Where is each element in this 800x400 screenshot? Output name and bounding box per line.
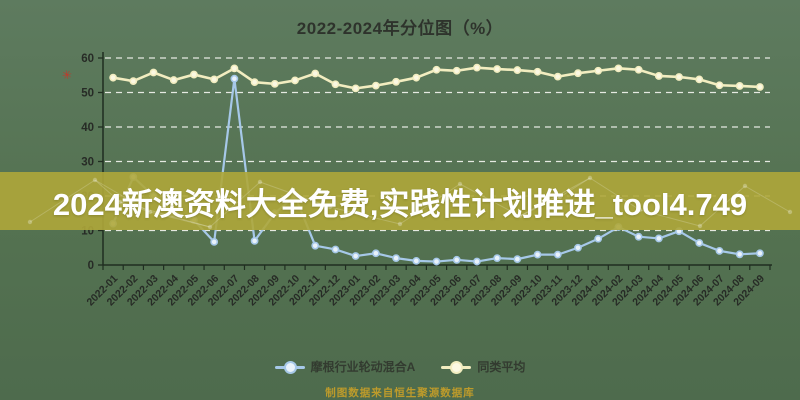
series-0-point-2022-06 — [210, 237, 219, 246]
series-1-point-2023-02 — [371, 81, 380, 90]
series-1-point-2024-01 — [594, 66, 603, 75]
series-1-point-2023-01 — [351, 84, 360, 93]
series-1-point-2024-03 — [634, 65, 643, 74]
series-1-point-2022-04 — [169, 76, 178, 84]
data-source-note: 制图数据来自恒生聚源数据库 — [325, 387, 475, 399]
chart-title: 2022-2024年分位图（%） — [296, 19, 504, 38]
series-0-point-2022-12 — [331, 245, 340, 254]
fund-line-dot — [283, 360, 297, 374]
series-0-point-2023-10 — [533, 250, 542, 259]
series-1-point-2024-04 — [654, 72, 663, 80]
series-1-point-2024-07 — [715, 81, 724, 90]
series-1-point-2022-01 — [109, 73, 118, 82]
series-0-point-2023-05 — [432, 257, 441, 266]
series-1-point-2022-11 — [311, 69, 320, 78]
series-1-point-2023-03 — [392, 77, 400, 86]
series-1-point-2022-10 — [291, 76, 299, 85]
series-1-point-2024-05 — [675, 73, 683, 81]
series-1-point-2023-04 — [412, 73, 421, 82]
series-0-point-2024-08 — [735, 250, 744, 259]
promo-banner-overlay[interactable]: 2024新澳资料大全免费,实践性计划推进_tool4.749 — [0, 172, 800, 230]
series-1-point-2023-09 — [513, 66, 522, 74]
series-1-point-2022-03 — [149, 68, 158, 77]
series-0-point-2022-08 — [250, 236, 259, 245]
series-1-point-2022-05 — [190, 70, 198, 79]
series-1-point-2022-06 — [210, 75, 219, 84]
series-0-point-2023-03 — [392, 254, 400, 262]
series-line-0 — [112, 77, 761, 263]
promo-banner-text: 2024新澳资料大全免费,实践性计划推进_tool4.749 — [52, 186, 748, 222]
y-tick-label: 60 — [81, 53, 94, 65]
series-0-point-2023-01 — [351, 252, 360, 260]
y-tick-label: 0 — [88, 260, 94, 272]
series-0-point-2023-11 — [553, 250, 562, 259]
series-0-point-2023-02 — [371, 249, 380, 258]
legend-item-fund[interactable]: 摩根行业轮动混合A — [274, 358, 416, 375]
series-1-point-2022-08 — [250, 78, 259, 87]
series-0-point-2023-06 — [452, 255, 461, 264]
series-1-point-2024-02 — [614, 64, 623, 73]
series-0-point-2022-07 — [230, 74, 239, 83]
series-1-point-2023-06 — [452, 66, 461, 75]
legend-label-fund: 摩根行业轮动混合A — [310, 360, 416, 374]
chart-legend: 摩根行业轮动混合A 同类平均 — [0, 358, 800, 375]
series-1-point-2024-08 — [735, 82, 744, 90]
plexus-decoration — [27, 175, 793, 230]
series-0-point-2022-11 — [311, 241, 320, 250]
fund-line-marker-icon — [274, 360, 305, 374]
series-0-point-2024-09 — [755, 249, 764, 258]
series-0-point-2024-06 — [695, 239, 704, 247]
series-1-point-2022-07 — [230, 64, 239, 73]
series-0-point-2024-04 — [654, 234, 663, 243]
series-0-point-2023-12 — [574, 243, 582, 252]
series-0-point-2023-08 — [493, 254, 502, 262]
series-0-point-2024-07 — [715, 246, 724, 255]
peer-line-marker-icon — [441, 360, 472, 374]
y-tick-label: 50 — [81, 88, 94, 100]
series-1-point-2023-07 — [473, 63, 481, 72]
series-1-point-2023-12 — [574, 69, 582, 78]
series-1-point-2023-05 — [432, 65, 441, 74]
series-1-point-2023-11 — [553, 72, 562, 81]
series-1-point-2024-06 — [695, 75, 704, 84]
series-1-point-2024-09 — [755, 83, 764, 91]
series-0-point-2024-03 — [634, 232, 643, 241]
series-1-point-2022-09 — [270, 79, 279, 88]
series-1-point-2023-10 — [533, 67, 542, 76]
series-0-point-2023-07 — [473, 257, 481, 266]
series-1-point-2022-12 — [331, 80, 340, 89]
series-0-point-2023-09 — [513, 255, 522, 264]
series-1-point-2022-02 — [129, 77, 138, 86]
y-tick-label: 30 — [81, 157, 94, 169]
series-0-point-2023-04 — [412, 256, 421, 265]
peer-line-dot — [450, 360, 464, 374]
legend-item-peer-average[interactable]: 同类平均 — [441, 358, 525, 375]
y-tick-label: 40 — [81, 122, 94, 134]
series-1-point-2023-08 — [493, 65, 502, 73]
legend-label-peer-average: 同类平均 — [477, 360, 526, 374]
series-0-point-2024-01 — [594, 234, 603, 243]
